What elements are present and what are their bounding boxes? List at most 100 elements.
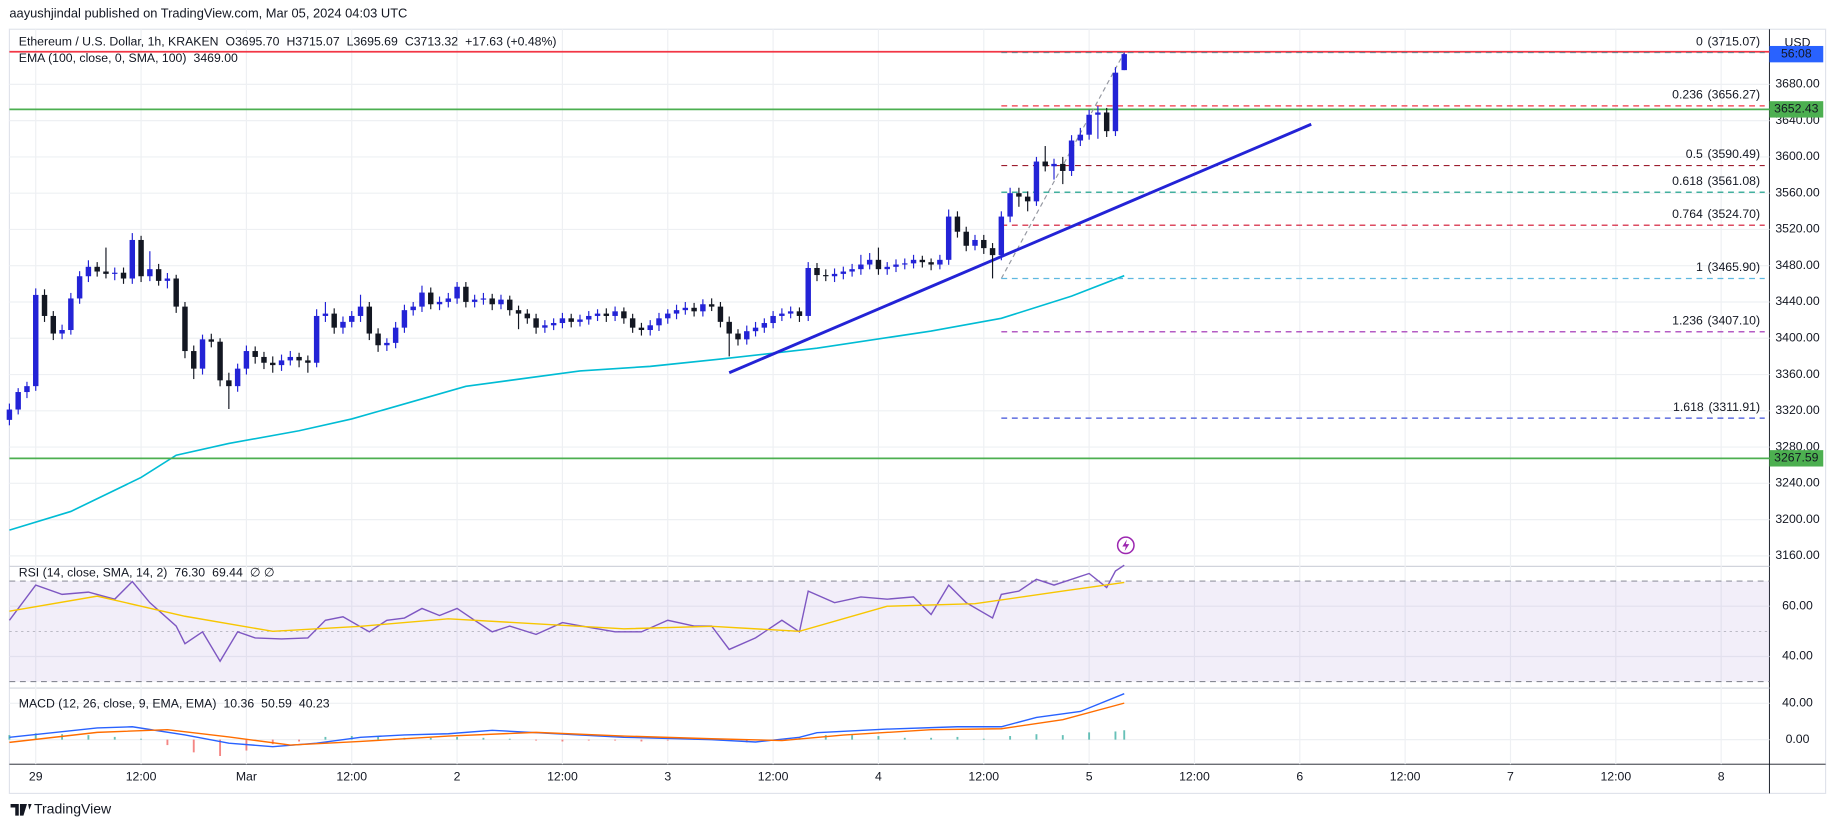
x-tick-label: 7 xyxy=(1507,769,1514,783)
candle-body xyxy=(208,339,215,342)
y-tick-label: 3680.00 xyxy=(1775,77,1820,91)
y-tick-label: 3520.00 xyxy=(1775,222,1820,236)
macd-histogram-bar xyxy=(851,735,854,740)
candle-body xyxy=(392,327,399,343)
countdown-badge xyxy=(1769,45,1824,63)
footer-brand: TradingView xyxy=(34,801,112,817)
macd-histogram-bar xyxy=(877,736,880,740)
ohlc-value: L3695.69 xyxy=(347,34,398,48)
candle-body xyxy=(875,259,882,270)
candle-body xyxy=(823,275,829,277)
candle-body xyxy=(489,298,495,305)
y-tick-label: 3440.00 xyxy=(1775,294,1820,308)
candle-body xyxy=(1103,112,1110,132)
candle-body xyxy=(954,216,961,232)
macd-histogram-bar xyxy=(324,736,327,740)
indicator-value: 40.23 xyxy=(299,697,330,711)
macd-histogram-bar xyxy=(1061,735,1064,740)
candle-body xyxy=(112,272,118,274)
candle-body xyxy=(384,342,390,346)
candle-body xyxy=(68,298,74,331)
candle-body xyxy=(787,311,794,314)
candle-body xyxy=(164,278,171,281)
y-tick-label: 40.00 xyxy=(1782,649,1813,663)
candle-body xyxy=(647,325,653,331)
macd-histogram-bar xyxy=(903,737,906,740)
candle-body xyxy=(199,339,206,369)
ohlc-value: O3695.70 xyxy=(226,34,280,48)
fib-level-label: 1.618 xyxy=(1673,400,1704,414)
chart-title: Ethereum / U.S. Dollar, 1h, KRAKEN xyxy=(19,34,219,48)
candle-body xyxy=(226,380,232,387)
candle-body xyxy=(419,292,425,307)
candle-body xyxy=(928,262,934,265)
fib-price: (3465.90) xyxy=(1708,260,1761,274)
candle-body xyxy=(261,356,267,363)
candle-body xyxy=(1077,134,1084,141)
candle-body xyxy=(735,333,741,340)
x-tick-label: 2 xyxy=(454,769,461,783)
macd-histogram-bar xyxy=(587,739,590,741)
indicator-value: 76.30 xyxy=(174,566,205,580)
candle-body xyxy=(331,313,337,328)
fib-anchor xyxy=(1000,52,1125,279)
macd-histogram-bar xyxy=(982,738,985,740)
candle-body xyxy=(41,294,48,316)
candle-body xyxy=(814,267,820,276)
macd-histogram-bar xyxy=(1035,734,1038,740)
candle-body xyxy=(436,301,443,305)
macd-histogram-bar xyxy=(1114,731,1117,740)
ohlc-value: +17.63 (+0.48%) xyxy=(465,34,556,48)
candle-body xyxy=(94,266,100,272)
candle-body xyxy=(59,330,65,334)
candle-body xyxy=(129,239,136,279)
macd-histogram-bar xyxy=(271,739,274,745)
ema-legend: EMA (100, close, 0, SMA, 100) xyxy=(19,51,187,65)
x-tick-label: 8 xyxy=(1718,769,1725,783)
candle-body xyxy=(665,313,671,319)
fib-price: (3524.70) xyxy=(1708,207,1761,221)
y-tick-label: 3400.00 xyxy=(1775,331,1820,345)
macd-histogram-bar xyxy=(508,738,511,740)
macd-histogram-bar xyxy=(1123,730,1126,740)
candle-body xyxy=(33,294,39,387)
indicator-line xyxy=(8,564,1125,663)
candle-body xyxy=(656,318,662,326)
countdown-label: 56:08 xyxy=(1781,46,1812,60)
candle-body xyxy=(866,259,873,265)
y-tick-label: 3560.00 xyxy=(1775,185,1820,199)
indicator-value: 10.36 xyxy=(223,697,254,711)
candle-body xyxy=(1068,140,1075,171)
candle-body xyxy=(287,356,294,361)
macd-histogram-bar xyxy=(535,739,538,741)
candle-body xyxy=(963,231,969,246)
candle-body xyxy=(252,351,258,357)
candle-body xyxy=(1121,54,1127,71)
candle-body xyxy=(1112,72,1119,132)
candle-body xyxy=(428,292,434,305)
y-tick-label: 40.00 xyxy=(1782,696,1813,710)
trend-line xyxy=(728,122,1312,375)
macd-histogram-bar xyxy=(456,736,459,740)
candle-body xyxy=(910,259,917,264)
candle-body xyxy=(103,271,109,274)
macd-histogram-bar xyxy=(113,736,116,740)
macd-histogram-bar xyxy=(482,737,485,740)
candle-body xyxy=(1042,161,1048,167)
alert-icon xyxy=(1116,536,1135,555)
candle-body xyxy=(989,248,996,256)
indicator-extra: ∅ ∅ xyxy=(250,566,275,580)
y-tick-label: 60.00 xyxy=(1782,598,1813,612)
candle-body xyxy=(779,313,785,316)
y-tick-label: 3320.00 xyxy=(1775,403,1820,417)
macd-histogram-bar xyxy=(298,739,301,742)
candle-body xyxy=(1095,112,1101,115)
candle-body xyxy=(594,313,601,316)
candle-body xyxy=(533,318,539,328)
candle-body xyxy=(937,259,943,265)
candle-body xyxy=(1024,196,1031,202)
fib-level-label: 0.5 xyxy=(1686,147,1703,161)
